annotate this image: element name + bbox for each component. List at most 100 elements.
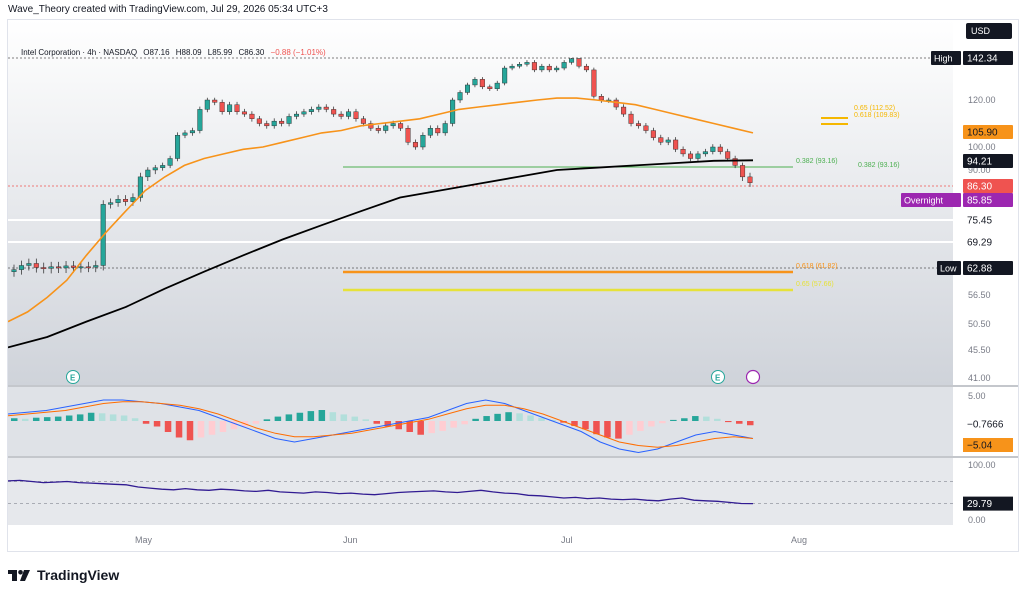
candle-body xyxy=(160,165,166,168)
macd-histogram-bar xyxy=(736,421,743,424)
candle-body xyxy=(115,199,121,203)
price-axis-label-text: 62.88 xyxy=(967,264,992,275)
tradingview-brand[interactable]: TradingView xyxy=(8,566,119,584)
macd-histogram-bar xyxy=(373,421,381,424)
earnings-icon-letter: E xyxy=(715,374,721,383)
price-axis-tick: 56.50 xyxy=(968,290,991,300)
macd-histogram-bar xyxy=(296,412,304,421)
macd-histogram-bar xyxy=(318,410,326,421)
candle-body xyxy=(583,65,589,71)
candle-body xyxy=(457,92,463,101)
macd-histogram-bar xyxy=(714,418,721,421)
candle-body xyxy=(123,199,129,202)
candle-body xyxy=(175,135,181,159)
rsi-axis-tick: 100.00 xyxy=(968,460,996,470)
price-axis-tag-text: Low xyxy=(940,264,957,274)
candle-body xyxy=(598,96,604,101)
candle-body xyxy=(569,58,575,63)
candle-body xyxy=(702,151,708,155)
split-icon xyxy=(745,369,761,385)
candle-body xyxy=(628,113,634,124)
candle-body xyxy=(546,65,552,71)
macd-histogram-bar xyxy=(659,421,666,424)
fib-label: 0.618 (61.82) xyxy=(796,263,838,270)
candle-body xyxy=(78,266,84,269)
candle-body xyxy=(688,153,694,159)
candle-body xyxy=(48,266,54,269)
time-axis-tick: Aug xyxy=(791,535,807,545)
macd-histogram-bar xyxy=(252,421,260,424)
macd-histogram-bar xyxy=(494,413,501,421)
candle-body xyxy=(152,167,158,171)
macd-histogram-bar xyxy=(417,421,424,435)
macd-histogram-bar xyxy=(76,414,84,421)
candle-body xyxy=(360,118,366,124)
macd-histogram-bar xyxy=(681,418,688,421)
macd-histogram-bar xyxy=(549,419,556,421)
candle-body xyxy=(591,69,597,97)
macd-histogram-bar xyxy=(197,421,205,438)
chart-canvas[interactable]: 120.00 100.00 90.00 56.50 50.50 45.50 41.00 0.6… xyxy=(8,20,1018,551)
candle-body xyxy=(420,135,426,148)
candle-body xyxy=(85,266,91,269)
candle-body xyxy=(442,123,448,134)
candle-body xyxy=(26,263,32,266)
fib-label: 0.618 (109.83) xyxy=(854,112,900,119)
macd-pane-bg xyxy=(8,387,953,456)
tradingview-logo-icon xyxy=(8,570,30,581)
price-axis-label xyxy=(963,213,1013,227)
candle-body xyxy=(234,104,240,112)
price-axis-label xyxy=(963,179,1013,193)
macd-histogram-bar xyxy=(472,418,479,421)
candle-body xyxy=(390,123,396,127)
candle-body xyxy=(472,79,478,86)
macd-histogram-bar xyxy=(21,418,29,421)
macd-histogram-bar xyxy=(186,421,194,441)
candle-body xyxy=(725,151,731,159)
candle-body xyxy=(189,130,195,134)
candle-body xyxy=(747,176,753,183)
macd-histogram-bar xyxy=(703,416,710,421)
price-axis-label-text: 142.34 xyxy=(967,54,998,65)
candle-body xyxy=(256,118,262,124)
macd-histogram-bar xyxy=(153,421,161,427)
macd-histogram-bar xyxy=(274,416,282,421)
macd-histogram-bar xyxy=(340,414,348,421)
candle-body xyxy=(427,127,433,136)
change-value: −0.88 (−1.01%) xyxy=(270,48,326,57)
candle-body xyxy=(487,86,493,89)
candle-body xyxy=(212,99,218,103)
symbol-name[interactable]: Intel Corporation · 4h · NASDAQ xyxy=(21,48,138,57)
macd-histogram-bar xyxy=(692,416,699,421)
rsi-pane-bg xyxy=(8,458,953,525)
macd-histogram-bar xyxy=(582,421,589,430)
signal-line xyxy=(8,401,754,448)
chart-caption: Wave_Theory created with TradingView.com… xyxy=(8,4,328,15)
candle-body xyxy=(673,139,679,150)
chart-frame[interactable]: 120.00 100.00 90.00 56.50 50.50 45.50 41.00 0.6… xyxy=(7,19,1019,552)
candle-body xyxy=(717,146,723,152)
candle-body xyxy=(167,158,173,166)
price-axis-label xyxy=(963,235,1013,249)
macd-histogram-bar xyxy=(637,421,644,431)
macd-histogram-bar xyxy=(538,417,545,421)
candle-body xyxy=(665,139,671,143)
candle-body xyxy=(33,263,39,268)
macd-histogram-bar xyxy=(648,421,655,427)
price-axis-tag xyxy=(931,51,961,65)
price-axis-label-text: 85.85 xyxy=(967,196,992,207)
macd-histogram-bar xyxy=(329,412,337,421)
currency-button[interactable]: USD xyxy=(966,23,1012,39)
candle-body xyxy=(732,158,738,166)
price-axis-tick: 50.50 xyxy=(968,319,991,329)
candle-body xyxy=(353,111,359,119)
price-axis-tag-text: Overnight xyxy=(904,196,944,206)
price-axis-tick: 120.00 xyxy=(968,95,996,105)
open-value: O87.16 xyxy=(143,48,170,57)
macd-histogram-bar xyxy=(98,413,106,421)
candle-body xyxy=(182,132,188,136)
brand-name: TradingView xyxy=(37,567,120,583)
macd-histogram-bar xyxy=(571,421,578,426)
macd-histogram-bar xyxy=(516,413,523,421)
earnings-icon xyxy=(66,370,80,384)
